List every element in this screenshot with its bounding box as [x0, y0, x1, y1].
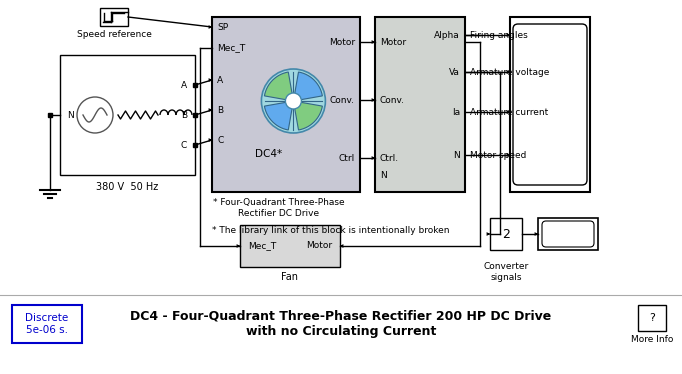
Text: N: N — [67, 110, 74, 120]
Text: Converter
signals: Converter signals — [484, 262, 529, 282]
Text: Mec_T: Mec_T — [217, 43, 246, 52]
Text: 380 V  50 Hz: 380 V 50 Hz — [96, 182, 159, 192]
Text: Conv.: Conv. — [330, 95, 355, 104]
Bar — [638, 305, 666, 331]
Circle shape — [285, 93, 301, 109]
Text: N: N — [454, 150, 460, 159]
Text: ?: ? — [649, 313, 655, 323]
Text: C: C — [217, 135, 223, 144]
Bar — [60, 55, 195, 175]
FancyBboxPatch shape — [542, 221, 594, 247]
Text: Motor: Motor — [380, 37, 406, 46]
Text: A: A — [217, 76, 223, 85]
Text: Ia: Ia — [452, 107, 460, 116]
Text: Armature current: Armature current — [470, 107, 548, 116]
Text: Fan: Fan — [282, 272, 299, 282]
Text: Alpha: Alpha — [434, 31, 460, 40]
Text: B: B — [181, 110, 187, 120]
Text: Ctrl: Ctrl — [339, 153, 355, 162]
Text: N: N — [380, 171, 387, 180]
Bar — [240, 225, 340, 267]
Text: Armature voltage: Armature voltage — [470, 67, 550, 77]
Text: B: B — [217, 105, 223, 114]
Text: Discrete
5e-06 s.: Discrete 5e-06 s. — [25, 313, 69, 335]
Text: Ctrl.: Ctrl. — [380, 153, 399, 162]
Text: Motor: Motor — [329, 37, 355, 46]
Text: * The library link of this block is intentionally broken: * The library link of this block is inte… — [212, 226, 449, 234]
Text: 2: 2 — [502, 227, 510, 240]
Text: with no Circulating Current: with no Circulating Current — [246, 325, 436, 338]
Text: DC4*: DC4* — [254, 148, 282, 159]
Bar — [510, 17, 590, 192]
Bar — [375, 17, 465, 192]
Text: * Four-Quadrant Three-Phase
Rectifier DC Drive: * Four-Quadrant Three-Phase Rectifier DC… — [213, 198, 344, 218]
Text: Va: Va — [449, 67, 460, 77]
Text: Conv.: Conv. — [380, 95, 405, 104]
Text: C: C — [181, 141, 187, 150]
Text: SP: SP — [217, 22, 228, 31]
Bar — [490, 218, 522, 250]
Polygon shape — [265, 101, 293, 130]
Polygon shape — [293, 72, 323, 101]
Polygon shape — [293, 101, 323, 130]
Circle shape — [77, 97, 113, 133]
Text: Firing angles: Firing angles — [470, 31, 528, 40]
Text: Motor: Motor — [306, 242, 332, 251]
Bar — [12, 305, 82, 343]
Polygon shape — [265, 72, 293, 101]
Text: Mec_T: Mec_T — [248, 242, 276, 251]
Circle shape — [261, 69, 325, 133]
Bar — [212, 17, 360, 192]
Text: More Info: More Info — [631, 334, 673, 343]
Bar — [100, 8, 128, 26]
FancyBboxPatch shape — [513, 24, 587, 185]
Text: DC4 - Four-Quadrant Three-Phase Rectifier 200 HP DC Drive: DC4 - Four-Quadrant Three-Phase Rectifie… — [130, 310, 552, 322]
Text: Motor speed: Motor speed — [470, 150, 527, 159]
Text: A: A — [181, 80, 187, 89]
Bar — [538, 218, 598, 250]
Text: Speed reference: Speed reference — [76, 30, 151, 39]
